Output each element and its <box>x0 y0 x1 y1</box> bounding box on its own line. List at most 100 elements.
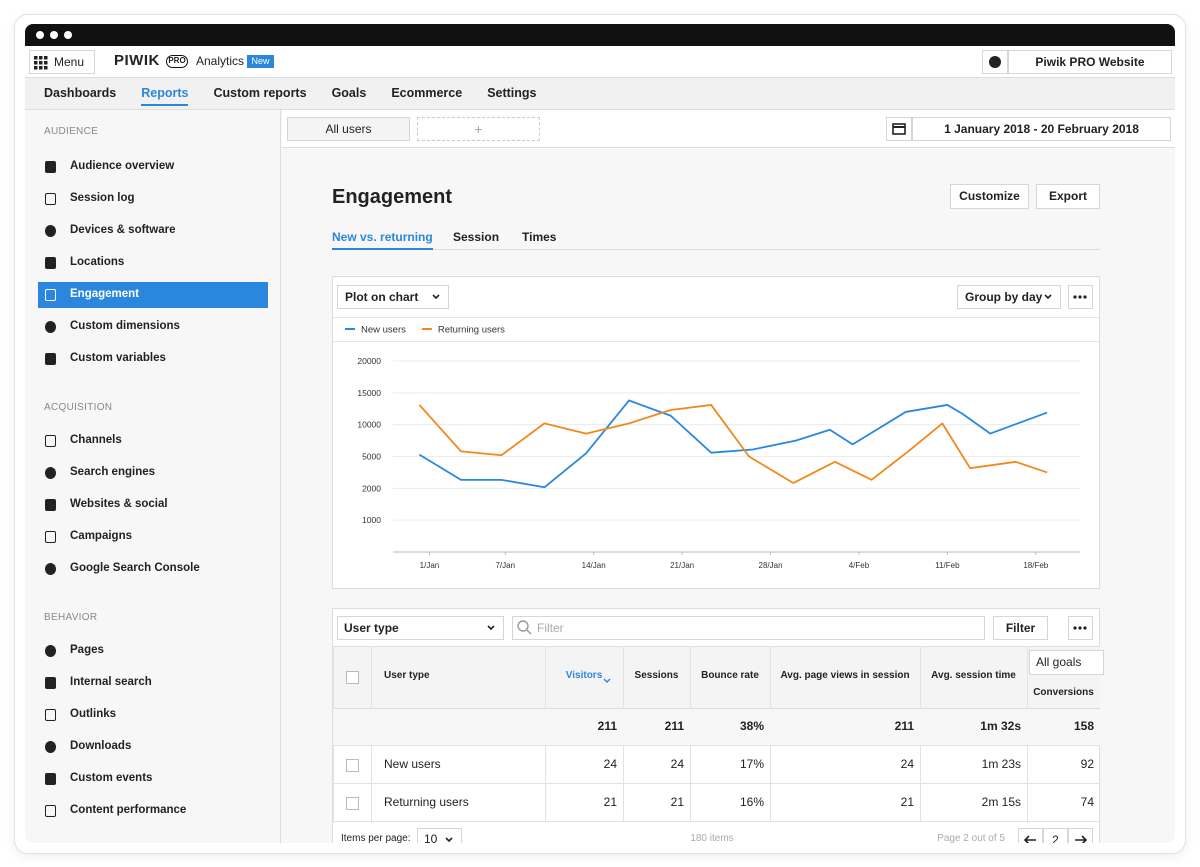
tab[interactable]: New vs. returning <box>332 226 433 250</box>
cell: 74 <box>1027 784 1100 822</box>
nav-item[interactable]: Custom reports <box>213 80 306 106</box>
goal-select[interactable]: All goals <box>1029 650 1104 675</box>
per-page-select[interactable]: 10 <box>417 828 462 843</box>
filter-button[interactable]: Filter <box>993 616 1048 640</box>
sidebar-item[interactable]: Downloads <box>70 737 260 757</box>
sidebar-icon <box>45 257 56 269</box>
cell: 21 <box>623 784 690 822</box>
sidebar-item[interactable]: Session log <box>70 189 260 209</box>
sidebar-item[interactable]: Engagement <box>70 285 260 305</box>
nav-item[interactable]: Goals <box>332 80 367 106</box>
header-button[interactable]: Export <box>1036 184 1100 209</box>
sidebar-icon <box>45 741 56 753</box>
column-header[interactable]: Visitors <box>545 665 623 689</box>
sidebar-item[interactable]: Audience overview <box>70 157 260 177</box>
column-header[interactable]: Sessions <box>623 665 690 689</box>
column-header[interactable]: Conversions <box>1027 682 1100 706</box>
sidebar-item[interactable]: Custom events <box>70 769 260 789</box>
row-checkbox[interactable] <box>346 759 359 772</box>
sidebar-icon <box>45 467 56 479</box>
sidebar-item[interactable]: Pages <box>70 641 260 661</box>
calendar-button[interactable] <box>886 117 912 141</box>
sidebar-icon <box>45 435 56 447</box>
sidebar-icon <box>45 499 56 511</box>
tab[interactable]: Times <box>522 226 556 250</box>
sidebar-item[interactable]: Custom dimensions <box>70 317 260 337</box>
cell: New users <box>371 746 545 784</box>
sidebar-item[interactable]: Search engines <box>70 463 260 483</box>
sidebar-item[interactable]: Internal search <box>70 673 260 693</box>
sidebar-heading: BEHAVIOR <box>44 611 244 627</box>
logo-badge: PRO <box>166 55 188 68</box>
chart-divider <box>333 317 1099 318</box>
nav-item[interactable]: Reports <box>141 80 188 106</box>
sidebar-icon <box>45 161 56 173</box>
total-cell: 211 <box>623 709 690 746</box>
menu-button[interactable]: Menu <box>29 50 95 74</box>
sidebar-item[interactable]: Channels <box>70 431 260 451</box>
sidebar-item[interactable]: Outlinks <box>70 705 260 725</box>
sidebar-item[interactable]: Google Search Console <box>70 559 260 579</box>
nav-item[interactable]: Dashboards <box>44 80 116 106</box>
cell: 24 <box>770 746 920 784</box>
cell: 17% <box>690 746 770 784</box>
sidebar-icon <box>45 805 56 817</box>
prev-page[interactable] <box>1018 828 1043 843</box>
header-checkbox[interactable] <box>346 671 359 684</box>
table-more[interactable] <box>1068 616 1093 640</box>
segment[interactable]: All users <box>287 117 410 141</box>
product-name: Analytics <box>196 52 246 72</box>
tabs-line <box>332 249 1100 250</box>
sidebar-item[interactable]: Custom variables <box>70 349 260 369</box>
nav-item[interactable]: Settings <box>487 80 536 106</box>
sidebar-item[interactable]: Campaigns <box>70 527 260 547</box>
chart-panel <box>332 276 1100 589</box>
column-header[interactable]: User type <box>371 665 545 689</box>
total-cell: 211 <box>545 709 623 746</box>
plot-select[interactable]: Plot on chart <box>337 285 449 309</box>
cell: Returning users <box>371 784 545 822</box>
sidebar-item[interactable]: Websites & social <box>70 495 260 515</box>
total-cell: 211 <box>770 709 920 746</box>
cell: 16% <box>690 784 770 822</box>
column-header[interactable]: Bounce rate <box>690 665 770 689</box>
sidebar-icon <box>45 709 56 721</box>
chart-more[interactable] <box>1068 285 1093 309</box>
title-bar <box>25 24 1175 46</box>
sidebar-icon <box>45 531 56 543</box>
column-header[interactable]: Avg. page views in session <box>770 665 920 689</box>
column-header[interactable]: Avg. session time <box>920 665 1027 689</box>
cell: 21 <box>770 784 920 822</box>
row-checkbox[interactable] <box>346 797 359 810</box>
nav-item[interactable]: Ecommerce <box>391 80 462 106</box>
globe-button[interactable] <box>982 50 1008 74</box>
cell: 24 <box>545 746 623 784</box>
sidebar-icon <box>45 193 56 205</box>
sidebar-item[interactable]: Devices & software <box>70 221 260 241</box>
next-page[interactable] <box>1068 828 1093 843</box>
page-number[interactable]: 2 <box>1043 828 1068 843</box>
cell: 2m 15s <box>920 784 1027 822</box>
sidebar-icon <box>45 353 56 365</box>
pagination-label: Items per page: <box>341 830 410 843</box>
filter-input[interactable]: Filter <box>512 616 985 640</box>
group-select[interactable]: Group by day <box>957 285 1061 309</box>
page-title: Engagement <box>332 185 632 211</box>
sidebar-item[interactable]: Locations <box>70 253 260 273</box>
header-button[interactable]: Customize <box>950 184 1029 209</box>
tab[interactable]: Session <box>453 226 499 250</box>
website-select[interactable]: Piwik PRO Website <box>1008 50 1172 74</box>
sidebar-icon <box>45 645 56 657</box>
date-range[interactable]: 1 January 2018 - 20 February 2018 <box>912 117 1171 141</box>
dimension-select[interactable]: User type <box>337 616 504 640</box>
sidebar-icon <box>45 225 56 237</box>
sidebar-heading: ACQUISITION <box>44 401 244 417</box>
sidebar-icon <box>45 563 56 575</box>
sidebar-icon <box>45 677 56 689</box>
cell: 92 <box>1027 746 1100 784</box>
cell: 24 <box>623 746 690 784</box>
add-segment[interactable]: + <box>417 117 540 141</box>
sidebar-item[interactable]: Content performance <box>70 801 260 821</box>
product-badge: New <box>247 55 274 68</box>
browser-window: MenuPIWIKPROAnalyticsNewPiwik PRO Websit… <box>25 24 1175 843</box>
